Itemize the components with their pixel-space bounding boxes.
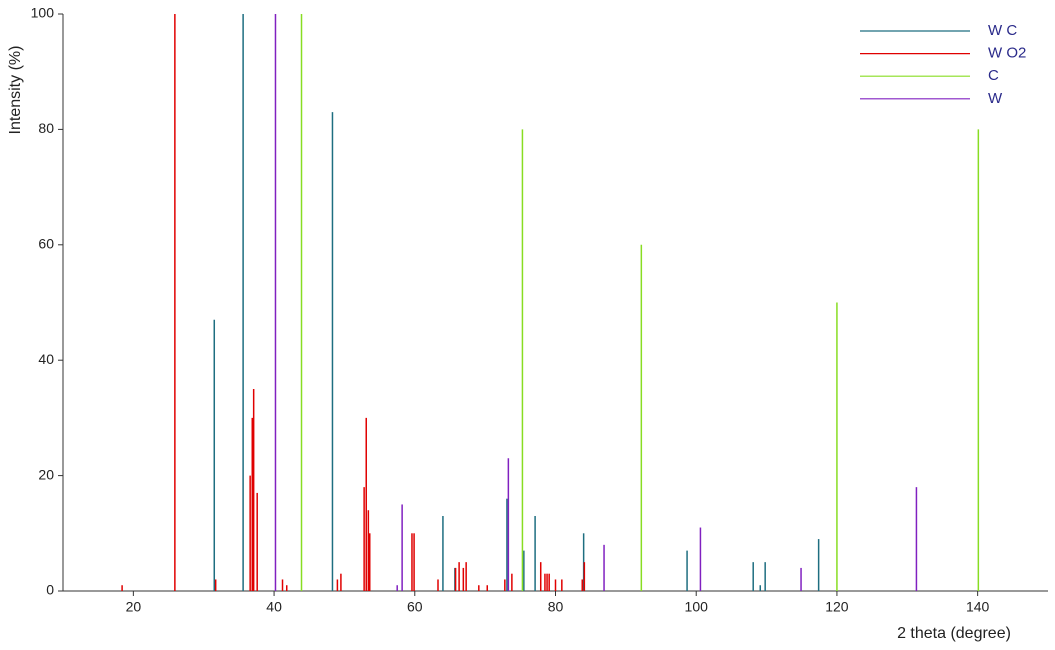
y-tick-label: 20 [38,466,54,482]
x-tick-label: 80 [548,599,564,615]
legend-label: C [988,67,999,84]
x-tick-label: 120 [825,599,849,615]
y-tick-label: 80 [38,120,54,136]
legend-label: W [988,90,1003,107]
x-tick-label: 100 [685,599,709,615]
y-tick-label: 40 [38,351,54,367]
x-tick-label: 20 [126,599,142,615]
y-tick-label: 0 [46,582,54,598]
legend-label: W O2 [988,45,1026,62]
x-tick-label: 60 [407,599,423,615]
x-tick-label: 140 [966,599,990,615]
x-axis-label: 2 theta (degree) [897,625,1011,642]
y-tick-label: 100 [31,5,55,21]
x-tick-label: 40 [266,599,282,615]
y-tick-label: 60 [38,236,54,252]
y-axis-label: Intensity (%) [7,46,24,135]
legend-label: W C [988,22,1017,39]
